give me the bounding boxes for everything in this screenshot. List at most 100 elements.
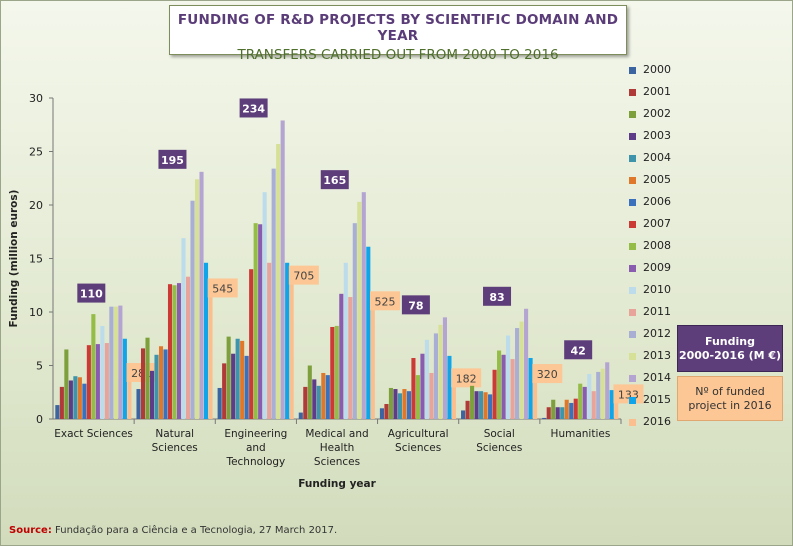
bar-2010: [424, 339, 429, 419]
legend-item: 2016: [629, 415, 689, 431]
bar-2004: [235, 338, 240, 419]
bar-2007: [330, 326, 335, 419]
bar-2008: [415, 375, 420, 419]
total-funding-badge: [239, 98, 268, 118]
legend-label: 2012: [643, 327, 671, 340]
bar-2016: [370, 301, 375, 419]
bar-2002: [470, 385, 475, 419]
legend-label: 2009: [643, 261, 671, 274]
bar-2008: [91, 314, 96, 419]
bar-2014: [118, 305, 123, 419]
legend-label: 2000: [643, 63, 671, 76]
legend-label: 2014: [643, 371, 671, 384]
legend-swatch: [629, 221, 636, 228]
projects-legend-line1: Nº of funded: [695, 384, 765, 398]
total-funding-label: 42: [571, 344, 586, 357]
projects-badge: [207, 278, 238, 298]
bar-2000: [217, 387, 222, 419]
legend-item: 2004: [629, 151, 689, 167]
legend-label: 2003: [643, 129, 671, 142]
bar-2004: [73, 376, 78, 419]
bar-2000: [542, 417, 547, 419]
bar-2016: [533, 374, 538, 419]
bar-2014: [524, 308, 529, 419]
bar-2007: [411, 358, 416, 419]
bar-2016: [451, 378, 456, 419]
bar-2008: [172, 285, 177, 419]
bar-2014: [605, 362, 610, 419]
legend-swatch: [629, 419, 636, 426]
bar-2002: [64, 349, 69, 419]
category-label: Medical and: [305, 428, 368, 440]
category-label: Sciences: [314, 456, 360, 468]
bar-2014: [442, 317, 447, 419]
bar-2009: [582, 386, 587, 419]
bar-2003: [474, 391, 479, 419]
bar-2006: [569, 402, 574, 419]
legend-swatch: [629, 375, 636, 382]
total-funding-badge: [483, 286, 512, 306]
bar-2012: [596, 371, 601, 419]
total-funding-label: 165: [323, 174, 346, 187]
category-label: Sciences: [152, 442, 198, 454]
legend-item: 2006: [629, 195, 689, 211]
bar-2011: [429, 372, 434, 419]
bar-2003: [149, 370, 155, 419]
bar-2005: [483, 392, 488, 419]
legend-label: 2010: [643, 283, 671, 296]
bar-2010: [181, 238, 186, 419]
bar-2004: [397, 393, 402, 419]
bar-2002: [551, 399, 556, 419]
bar-2004: [316, 385, 321, 419]
bar-2003: [231, 353, 236, 419]
bar-2003: [555, 407, 560, 419]
bar-2000: [55, 405, 60, 419]
funding-legend-line1: Funding: [705, 334, 755, 348]
bar-2015: [203, 262, 209, 419]
bar-2015: [285, 262, 290, 419]
bar-2001: [303, 386, 308, 419]
category-label: Health: [320, 442, 354, 454]
bar-2010: [587, 374, 592, 419]
legend-label: 2006: [643, 195, 671, 208]
bar-2013: [438, 324, 443, 419]
bar-2009: [95, 344, 100, 419]
projects-legend-line2: project in 2016: [688, 398, 772, 412]
bar-2001: [384, 404, 389, 419]
projects-label: 525: [375, 295, 396, 308]
legend-item: 2015: [629, 393, 689, 409]
category-label: Sciences: [476, 442, 522, 454]
bar-2009: [501, 354, 506, 419]
bar-2013: [600, 368, 605, 419]
bar-2006: [82, 383, 87, 419]
bar-2013: [194, 179, 200, 419]
category-label: and: [246, 442, 266, 454]
funding-legend-box: Funding 2000-2016 (M €): [677, 325, 783, 372]
legend-swatch: [629, 353, 636, 360]
projects-label: 320: [537, 368, 558, 381]
legend-label: 2008: [643, 239, 671, 252]
legend-item: 2012: [629, 327, 689, 343]
legend-label: 2011: [643, 305, 671, 318]
y-tick-label: 5: [36, 360, 43, 373]
legend-item: 2008: [629, 239, 689, 255]
bar-2015: [447, 355, 452, 419]
category-label: Engineering: [224, 428, 287, 440]
bar-2010: [506, 335, 511, 419]
bar-2006: [244, 355, 249, 419]
bar-2011: [591, 391, 596, 419]
bar-2016: [127, 372, 132, 419]
bar-2004: [479, 391, 484, 419]
legend-swatch: [629, 133, 636, 140]
bar-2010: [262, 192, 267, 419]
legend-label: 2015: [643, 393, 671, 406]
bar-2005: [402, 389, 407, 419]
bar-2011: [348, 297, 353, 419]
bar-2003: [68, 380, 73, 419]
legend-label: 2005: [643, 173, 671, 186]
legend-item: 2001: [629, 85, 689, 101]
bar-2012: [109, 306, 114, 419]
legend-label: 2013: [643, 349, 671, 362]
category-label: Technology: [225, 456, 285, 468]
